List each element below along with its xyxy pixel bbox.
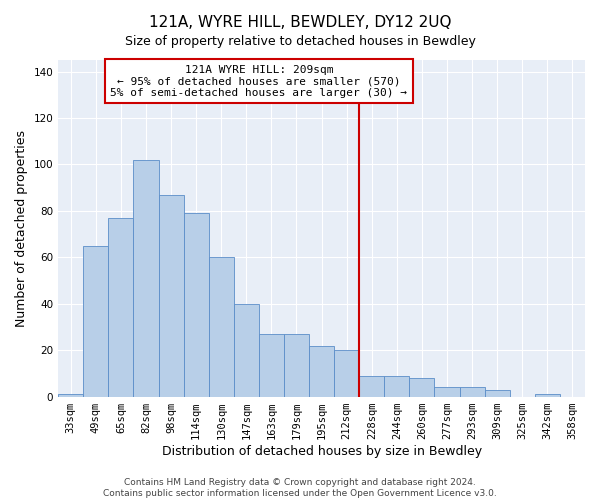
Bar [535, 394, 560, 396]
Bar [158, 194, 184, 396]
Bar [284, 334, 309, 396]
Bar [184, 213, 209, 396]
Y-axis label: Number of detached properties: Number of detached properties [15, 130, 28, 327]
Bar [409, 378, 434, 396]
Bar [234, 304, 259, 396]
Bar [109, 218, 133, 396]
Bar [460, 388, 485, 396]
Bar [485, 390, 510, 396]
Bar [385, 376, 409, 396]
Bar [334, 350, 359, 397]
Bar [83, 246, 109, 396]
Text: Size of property relative to detached houses in Bewdley: Size of property relative to detached ho… [125, 35, 475, 48]
Text: 121A, WYRE HILL, BEWDLEY, DY12 2UQ: 121A, WYRE HILL, BEWDLEY, DY12 2UQ [149, 15, 451, 30]
Bar [309, 346, 334, 397]
Text: Contains HM Land Registry data © Crown copyright and database right 2024.
Contai: Contains HM Land Registry data © Crown c… [103, 478, 497, 498]
Bar [133, 160, 158, 396]
X-axis label: Distribution of detached houses by size in Bewdley: Distribution of detached houses by size … [161, 444, 482, 458]
Bar [209, 258, 234, 396]
Bar [359, 376, 385, 396]
Bar [259, 334, 284, 396]
Bar [434, 388, 460, 396]
Bar [58, 394, 83, 396]
Text: 121A WYRE HILL: 209sqm
← 95% of detached houses are smaller (570)
5% of semi-det: 121A WYRE HILL: 209sqm ← 95% of detached… [110, 64, 407, 98]
